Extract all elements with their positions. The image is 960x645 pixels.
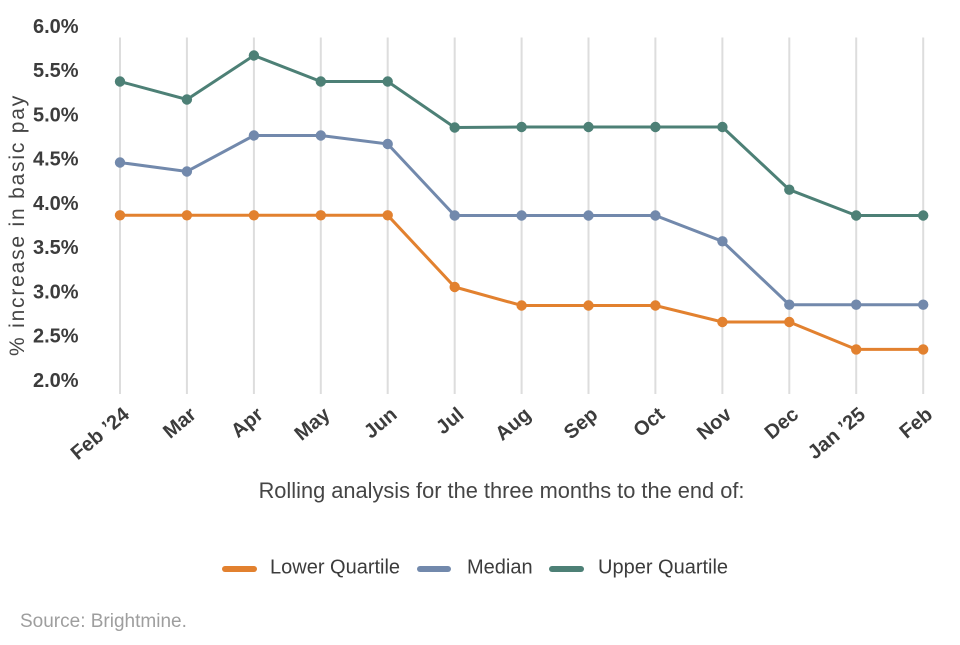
svg-text:Source: Brightmine.: Source: Brightmine. xyxy=(20,611,187,632)
svg-text:Lower Quartile: Lower Quartile xyxy=(270,557,400,579)
svg-text:6.0%: 6.0% xyxy=(33,16,79,38)
svg-text:Median: Median xyxy=(467,557,533,579)
svg-text:3.0%: 3.0% xyxy=(33,281,79,303)
svg-text:4.5%: 4.5% xyxy=(33,149,79,171)
svg-text:2.5%: 2.5% xyxy=(33,326,79,348)
svg-text:3.5%: 3.5% xyxy=(33,237,79,259)
svg-text:5.0%: 5.0% xyxy=(33,104,79,126)
svg-text:% increase in basic pay: % increase in basic pay xyxy=(6,94,29,356)
svg-text:Rolling analysis for the three: Rolling analysis for the three months to… xyxy=(259,478,745,503)
svg-text:4.0%: 4.0% xyxy=(33,193,79,215)
svg-text:2.0%: 2.0% xyxy=(33,370,79,392)
svg-text:Upper Quartile: Upper Quartile xyxy=(598,557,728,579)
svg-text:5.5%: 5.5% xyxy=(33,60,79,82)
